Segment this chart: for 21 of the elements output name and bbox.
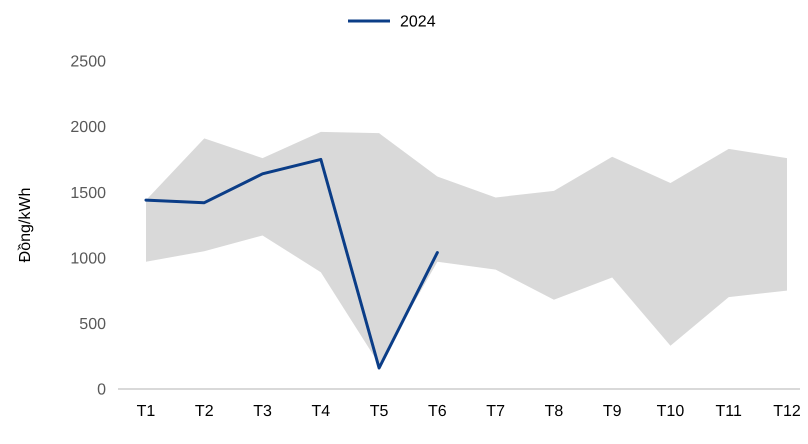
line-series xyxy=(144,158,439,370)
x-tick-label: T6 xyxy=(428,403,447,420)
legend-label: 2024 xyxy=(400,14,436,31)
y-tick-label: 1500 xyxy=(70,184,106,202)
x-tick-label: T11 xyxy=(716,403,742,420)
x-tick-label: T7 xyxy=(486,403,506,420)
x-tick-label: T10 xyxy=(656,403,684,420)
x-tick-label: T1 xyxy=(136,403,156,420)
x-tick-label: T2 xyxy=(194,403,214,420)
y-tick-label: 500 xyxy=(79,316,106,333)
x-tick-label: T4 xyxy=(311,403,330,420)
y-tick-label: 2000 xyxy=(70,119,106,136)
y-tick-label: 1000 xyxy=(70,250,106,268)
y-axis-title: Đồng/kWh xyxy=(17,188,34,262)
x-tick-label: T8 xyxy=(544,403,564,420)
x-tick-label: T9 xyxy=(602,403,622,420)
x-tick-label: T3 xyxy=(253,403,272,420)
x-tick-label: T12 xyxy=(773,403,801,420)
y-tick-label: 0 xyxy=(97,382,106,399)
y-tick-label: 2500 xyxy=(70,54,106,71)
x-tick-label: T5 xyxy=(370,403,389,420)
